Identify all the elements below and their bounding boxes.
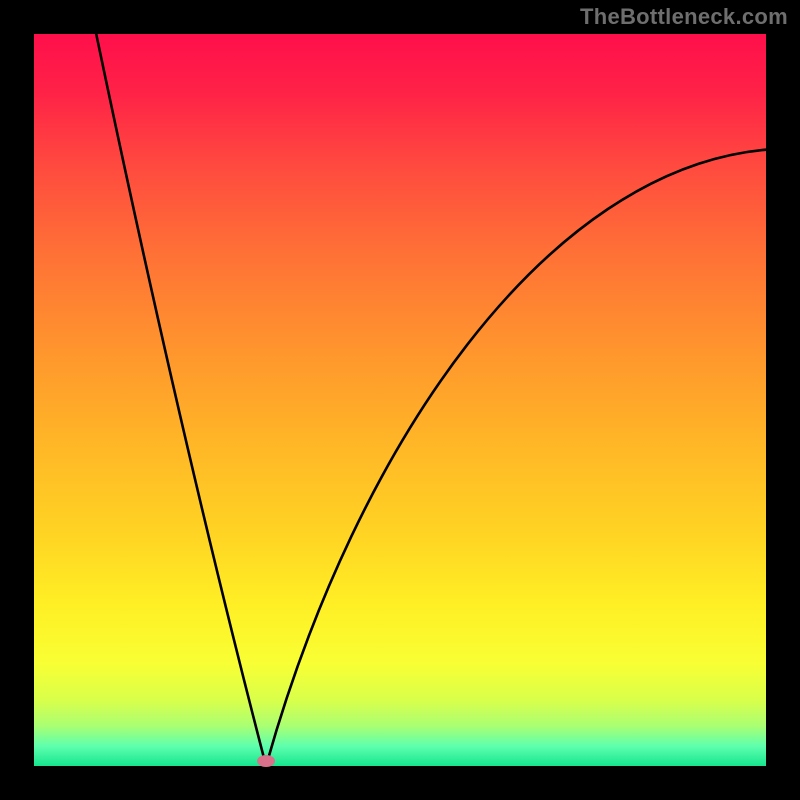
dip-marker — [257, 755, 275, 767]
gradient-background — [34, 34, 766, 766]
watermark-text: TheBottleneck.com — [580, 4, 788, 30]
chart-container: { "meta": { "watermark_text": "TheBottle… — [0, 0, 800, 800]
bottleneck-chart — [0, 0, 800, 800]
